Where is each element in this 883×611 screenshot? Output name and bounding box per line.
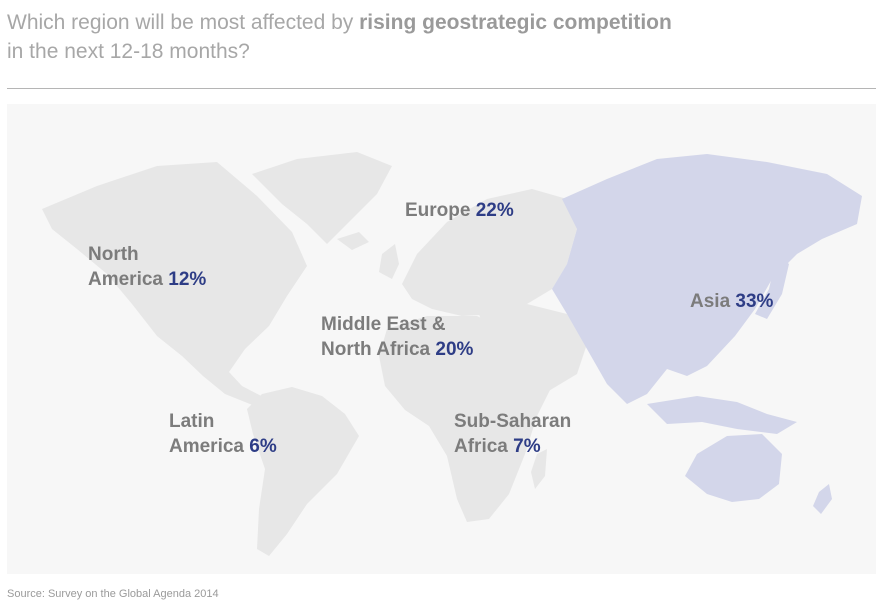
madagascar-shape [531,449,547,489]
source-note: Source: Survey on the Global Agenda 2014 [7,588,219,600]
chart-title: Which region will be most affected by ri… [7,8,867,66]
label-north-america: North America 12% [88,242,206,292]
asia-name: Asia [690,291,731,312]
europe-russia-shape [402,189,577,316]
label-europe: Europe 22% [405,198,514,223]
southeast-asia-islands-shape [647,396,797,434]
africa-shape [379,316,552,522]
mena-name-line1: Middle East & [321,314,446,335]
north-america-name-line2: America [88,269,163,290]
latin-america-value: 6% [249,436,277,457]
label-sub-saharan-africa: Sub-Saharan Africa 7% [454,409,571,459]
australia-shape [685,434,782,502]
greenland-shape [252,152,392,244]
japan-shape [755,254,789,319]
latin-america-shape [247,387,359,556]
asia-shape [552,154,862,404]
title-divider [7,88,876,89]
north-america-name-line1: North [88,244,139,265]
title-prefix: Which region will be most affected by [7,11,360,34]
world-map-panel: Europe 22% North America 12% Asia 33% Mi… [7,104,876,574]
label-mena: Middle East & North Africa 20% [321,312,473,362]
title-suffix: in the next 12-18 months? [7,40,250,63]
asia-value: 33% [735,291,774,312]
sub-saharan-value: 7% [513,436,541,457]
sub-saharan-name-line2: Africa [454,436,508,457]
label-asia: Asia 33% [690,289,773,314]
sub-saharan-name-line1: Sub-Saharan [454,411,572,432]
middle-east-shape [477,304,587,392]
latin-america-name-line2: America [169,436,244,457]
label-latin-america: Latin America 6% [169,409,277,459]
north-america-value: 12% [168,269,207,290]
new-zealand-shape [813,484,832,514]
north-america-shape [42,162,307,406]
world-map [42,152,862,556]
british-isles-shape [379,244,399,279]
mena-name-line2: North Africa [321,339,431,360]
iceland-shape [337,232,369,250]
mena-value: 20% [435,339,474,360]
latin-america-name-line1: Latin [169,411,215,432]
europe-name: Europe [405,200,471,221]
title-emphasis: rising geostrategic competition [359,11,672,34]
europe-value: 22% [475,200,514,221]
